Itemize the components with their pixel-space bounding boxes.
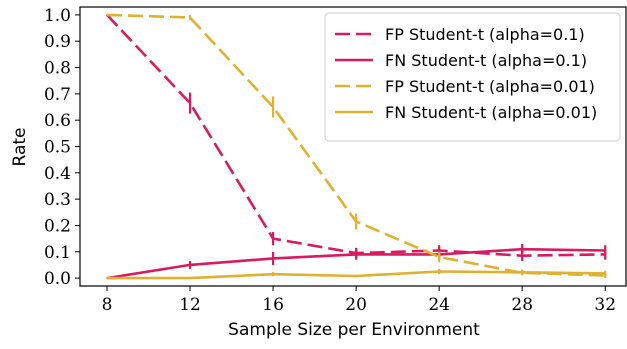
legend-label: FP Student-t (alpha=0.1) [385,25,585,44]
y-tick-label: 0.4 [44,164,71,184]
legend-label: FP Student-t (alpha=0.01) [385,77,595,96]
data-point [438,256,440,258]
data-point [355,253,357,256]
x-tick-label: 32 [594,295,616,315]
data-point [521,271,523,274]
x-tick-label: 24 [428,295,450,315]
y-tick-label: 0.2 [44,216,71,236]
data-point [272,273,274,275]
data-point [604,272,607,275]
y-tick-label: 0.1 [44,243,71,263]
data-point [106,14,108,16]
x-tick-label: 16 [262,295,284,315]
x-axis-label: Sample Size per Environment [228,320,480,340]
data-point [106,277,108,279]
legend-label: FN Student-t (alpha=0.1) [385,51,587,70]
x-tick-label: 28 [511,295,533,315]
data-point [521,248,523,250]
data-point [189,16,191,19]
legend: FP Student-t (alpha=0.1) FN Student-t (al… [324,12,621,142]
y-tick-label: 0.3 [44,190,71,210]
legend-box [324,12,621,142]
y-tick-label: 0.7 [44,85,71,105]
data-point [438,270,440,273]
x-axis: 8 12 16 20 24 28 32 [102,286,616,315]
data-point [272,257,274,260]
data-point [355,275,357,277]
data-point [272,237,274,240]
plot-marks [106,13,607,280]
data-point [521,254,523,257]
data-point [189,264,191,266]
y-axis-label: Rate [10,128,30,167]
data-point [604,249,607,252]
y-tick-label: 0.5 [44,138,71,158]
y-tick-label: 0.6 [44,111,71,131]
x-tick-label: 20 [345,295,367,315]
data-point [355,220,357,223]
y-tick-label: 0.8 [44,59,71,79]
x-tick-label: 8 [102,295,113,315]
data-point [272,106,274,108]
data-point [189,277,191,279]
legend-label: FN Student-t (alpha=0.01) [385,103,597,122]
x-tick-label: 12 [179,295,201,315]
y-tick-label: 1.0 [44,6,71,26]
y-tick-label: 0.0 [44,269,71,289]
data-point [189,102,191,104]
y-tick-label: 0.9 [44,32,71,52]
y-axis: 0.0 0.1 0.2 0.3 0.4 0.5 0.6 0.7 0.8 0.9 1.0 [44,6,80,289]
